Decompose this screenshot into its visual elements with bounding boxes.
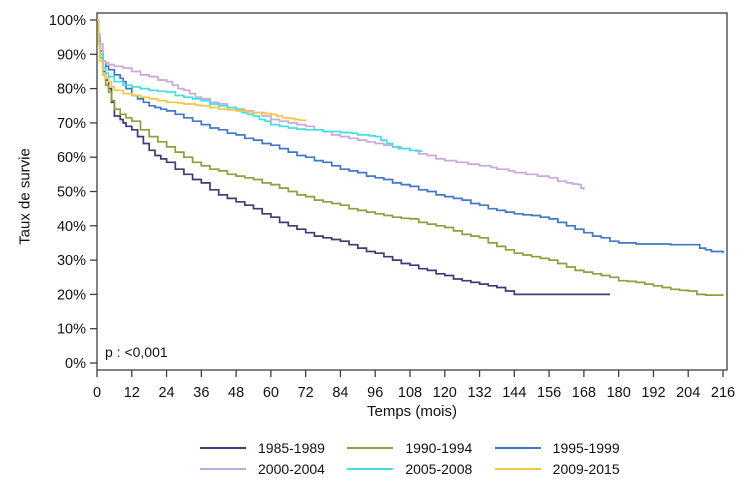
x-tick-label: 204 <box>676 385 700 401</box>
legend-swatch-icon <box>200 468 246 470</box>
legend-item-2005-2008: 2005-2008 <box>347 461 482 477</box>
legend-swatch-icon <box>200 447 246 449</box>
x-tick-label: 36 <box>193 385 209 401</box>
x-tick-label: 180 <box>607 385 631 401</box>
legend-swatch-icon <box>494 468 541 470</box>
x-tick-label: 192 <box>641 385 665 401</box>
x-tick-label: 0 <box>93 385 101 401</box>
chart-legend: 1985-1989 1990-1994 1995-1999 2000-2004 … <box>200 440 630 477</box>
x-tick-label: 156 <box>537 385 561 401</box>
x-tick-label: 84 <box>332 385 348 401</box>
series-curve-1990-1994 <box>97 19 724 296</box>
y-axis-label: Taux de survie <box>16 148 34 245</box>
y-tick-label: 20% <box>57 287 86 303</box>
x-tick-label: 24 <box>158 385 174 401</box>
legend-label: 1985-1989 <box>258 440 325 456</box>
x-tick-label: 168 <box>572 385 596 401</box>
y-tick-label: 80% <box>57 82 86 98</box>
legend-swatch-icon <box>494 447 541 449</box>
x-tick-label: 144 <box>502 385 526 401</box>
series-curve-1985-1989 <box>97 19 610 296</box>
x-tick-label: 108 <box>398 385 422 401</box>
x-tick-label: 216 <box>711 385 735 401</box>
legend-item-1990-1994: 1990-1994 <box>347 440 482 456</box>
y-tick-label: 70% <box>57 116 86 132</box>
x-tick-label: 48 <box>228 385 244 401</box>
survival-chart: 0% 10% 20% 30% 40% 50% 60% 70% 80% 90% 100% 0 12 24 36… <box>49 12 735 401</box>
legend-item-2000-2004: 2000-2004 <box>200 461 335 477</box>
series-curve-2009-2015 <box>97 19 307 122</box>
series-curve-1995-1999 <box>97 19 724 254</box>
p-value-annotation: p : <0,001 <box>105 344 168 360</box>
legend-item-1995-1999: 1995-1999 <box>494 440 630 456</box>
y-tick-label: 0% <box>65 356 86 372</box>
y-tick-label: 60% <box>57 150 86 166</box>
legend-item-1985-1989: 1985-1989 <box>200 440 335 456</box>
y-tick-label: 40% <box>57 219 86 235</box>
y-tick-label: 30% <box>57 253 86 269</box>
x-tick-label: 72 <box>298 385 314 401</box>
x-tick-label: 60 <box>263 385 279 401</box>
legend-label: 1995-1999 <box>552 440 620 456</box>
x-tick-label: 120 <box>433 385 457 401</box>
x-tick-label: 12 <box>124 385 140 401</box>
x-tick-label: 96 <box>367 385 383 401</box>
legend-label: 2000-2004 <box>258 461 325 477</box>
x-axis-label: Temps (mois) <box>366 403 457 420</box>
legend-swatch-icon <box>347 468 394 470</box>
series-curve-2000-2004 <box>97 19 585 190</box>
legend-label: 2009-2015 <box>552 461 620 477</box>
y-tick-label: 10% <box>57 322 86 338</box>
legend-label: 1990-1994 <box>405 440 473 456</box>
plot-frame <box>96 12 728 371</box>
legend-label: 2005-2008 <box>405 461 473 477</box>
legend-item-2009-2015: 2009-2015 <box>494 461 630 477</box>
series-curve-2005-2008 <box>97 19 423 153</box>
y-tick-label: 100% <box>49 13 86 29</box>
x-tick-label: 132 <box>467 385 491 401</box>
legend-swatch-icon <box>347 447 394 449</box>
y-tick-label: 50% <box>57 185 86 201</box>
y-tick-label: 90% <box>57 47 86 63</box>
